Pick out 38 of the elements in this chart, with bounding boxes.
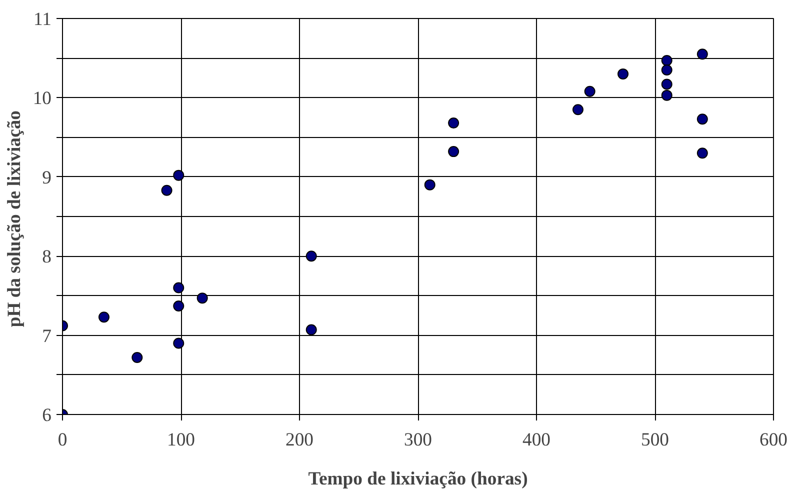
point bbox=[696, 148, 708, 159]
point bbox=[173, 170, 184, 181]
point bbox=[98, 312, 110, 323]
point bbox=[661, 54, 672, 66]
x-axis-title: Tempo de lixiviação (horas) bbox=[308, 468, 528, 490]
y-tick-label: 6 bbox=[42, 405, 52, 426]
point bbox=[306, 250, 317, 262]
y-axis-title: pH da solução de lixiviação bbox=[4, 110, 25, 328]
point bbox=[306, 324, 317, 336]
x-tick-label: 600 bbox=[760, 430, 788, 450]
x-tick-label: 500 bbox=[641, 430, 669, 450]
point bbox=[661, 64, 672, 76]
point bbox=[572, 104, 584, 116]
point bbox=[696, 48, 708, 60]
point bbox=[424, 179, 436, 190]
x-tick-label: 0 bbox=[58, 430, 68, 450]
point bbox=[618, 68, 629, 80]
point bbox=[448, 146, 460, 158]
point bbox=[196, 292, 208, 304]
point bbox=[584, 86, 596, 97]
y-tick-label: 9 bbox=[42, 167, 52, 188]
y-tick-label: 10 bbox=[32, 88, 52, 110]
point bbox=[448, 118, 460, 129]
point bbox=[132, 352, 143, 363]
point bbox=[173, 338, 184, 349]
point bbox=[173, 282, 184, 294]
x-tick-label: 200 bbox=[286, 430, 314, 450]
x-tick-label: 400 bbox=[522, 430, 550, 450]
point bbox=[696, 114, 708, 125]
x-tick-label: 100 bbox=[167, 430, 195, 450]
point bbox=[161, 184, 172, 196]
y-tick-label: 7 bbox=[42, 326, 52, 347]
x-tick-label: 300 bbox=[404, 430, 432, 450]
point bbox=[173, 300, 184, 312]
point bbox=[661, 90, 672, 101]
y-tick-label: 11 bbox=[34, 9, 52, 30]
y-tick-label: 8 bbox=[42, 246, 52, 268]
point bbox=[661, 78, 672, 90]
